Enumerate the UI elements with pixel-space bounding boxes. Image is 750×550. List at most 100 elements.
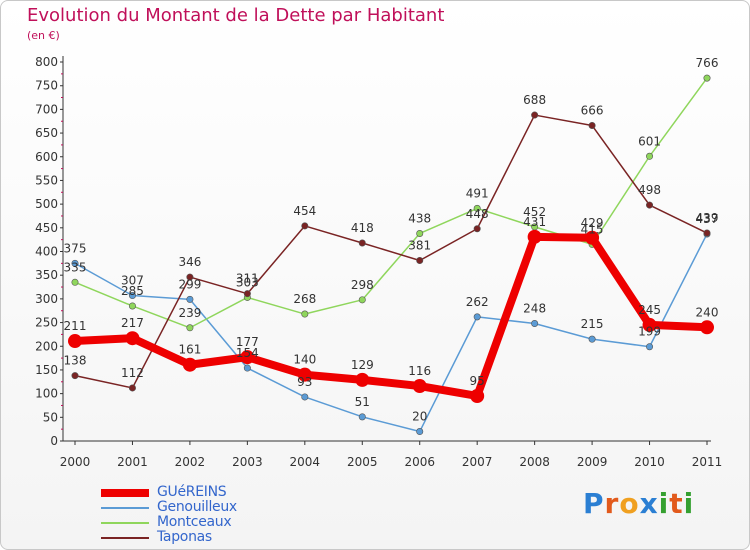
legend-label: Montceaux (157, 514, 232, 530)
data-label: 431 (523, 215, 546, 229)
data-point (646, 201, 654, 209)
data-point (358, 239, 366, 247)
data-point (301, 222, 309, 230)
data-label: 93 (297, 375, 312, 389)
y-tick-label: 100 (35, 387, 58, 401)
x-tick-label: 2002 (175, 455, 206, 469)
legend-swatch (101, 522, 149, 524)
data-label: 381 (408, 239, 431, 253)
legend-swatch (101, 537, 149, 539)
data-point (128, 384, 136, 392)
data-point (531, 111, 539, 119)
data-label: 112 (121, 366, 144, 380)
x-tick-label: 2000 (60, 455, 91, 469)
data-point (355, 372, 370, 387)
series-line-3 (74, 114, 708, 389)
legend: GUéREINS Genouilleux Montceaux Taponas (101, 485, 237, 545)
data-point (473, 204, 481, 212)
data-point (473, 225, 481, 233)
data-label: 248 (523, 302, 546, 316)
proxiti-logo: Proxiti (583, 487, 694, 520)
data-label: 154 (236, 346, 259, 360)
y-tick-label: 50 (43, 410, 58, 424)
logo-letter: x (639, 487, 659, 520)
data-label: 452 (523, 205, 546, 219)
x-tick-label: 2001 (117, 455, 148, 469)
data-point (301, 310, 309, 318)
data-label: 307 (121, 274, 144, 288)
data-point (473, 313, 481, 321)
legend-item: Montceaux (101, 515, 237, 530)
series-line-2 (74, 77, 708, 329)
data-label: 601 (638, 134, 661, 148)
y-tick-label: 700 (35, 102, 58, 116)
data-label: 298 (351, 278, 374, 292)
data-point (128, 302, 136, 310)
data-point (700, 320, 714, 335)
data-point (243, 364, 251, 372)
x-tick-label: 2009 (577, 455, 608, 469)
data-point (71, 372, 79, 380)
logo-letter: r (604, 487, 620, 520)
data-point (585, 230, 600, 245)
y-tick-label: 400 (35, 245, 58, 259)
y-tick-label: 200 (35, 339, 58, 353)
data-label: 177 (236, 335, 259, 349)
legend-label: Genouilleux (157, 499, 237, 515)
legend-label: Taponas (157, 529, 212, 545)
data-label: 199 (638, 325, 661, 339)
data-label: 262 (466, 295, 489, 309)
y-tick-label: 600 (35, 150, 58, 164)
data-label: 240 (696, 305, 719, 319)
data-point (646, 343, 654, 351)
legend-item: Genouilleux (101, 500, 237, 515)
logo-letter: i (658, 487, 670, 520)
x-tick-label: 2003 (232, 455, 263, 469)
y-tick-label: 0 (50, 434, 58, 448)
x-tick-label: 2005 (347, 455, 378, 469)
data-point (358, 413, 366, 421)
data-point (186, 324, 194, 332)
data-point (186, 295, 194, 303)
data-label: 439 (696, 211, 719, 225)
data-label: 116 (408, 364, 431, 378)
data-label: 299 (178, 277, 201, 291)
data-point (703, 229, 711, 237)
data-point (416, 257, 424, 265)
data-label: 448 (466, 207, 489, 221)
y-tick-label: 350 (35, 268, 58, 282)
data-label: 429 (581, 216, 604, 230)
y-tick-label: 550 (35, 173, 58, 187)
data-label: 51 (355, 395, 370, 409)
legend-item: GUéREINS (101, 485, 237, 500)
data-point (358, 296, 366, 304)
data-point (125, 331, 140, 346)
data-label: 346 (178, 255, 201, 269)
data-label: 215 (581, 317, 604, 331)
data-point (186, 273, 194, 281)
logo-letter: o (619, 487, 640, 520)
data-label: 375 (64, 241, 87, 255)
x-tick-label: 2007 (462, 455, 493, 469)
data-label: 498 (638, 183, 661, 197)
data-label: 666 (581, 103, 604, 117)
data-point (588, 121, 596, 129)
legend-item: Taponas (101, 530, 237, 545)
chart-title: Evolution du Montant de la Dette par Hab… (27, 5, 445, 26)
data-label: 688 (523, 93, 546, 107)
data-label: 438 (408, 211, 431, 225)
y-tick-label: 500 (35, 197, 58, 211)
legend-label: GUéREINS (157, 484, 227, 500)
data-point (71, 278, 79, 286)
data-label: 454 (293, 204, 316, 218)
data-point (68, 334, 82, 349)
series-line-0 (74, 232, 708, 400)
data-label: 245 (638, 303, 661, 317)
data-label: 311 (236, 272, 259, 286)
data-point (71, 259, 79, 267)
x-tick-label: 2006 (404, 455, 435, 469)
data-label: 303 (236, 275, 259, 289)
data-label: 766 (696, 56, 719, 70)
data-label: 217 (121, 316, 144, 330)
